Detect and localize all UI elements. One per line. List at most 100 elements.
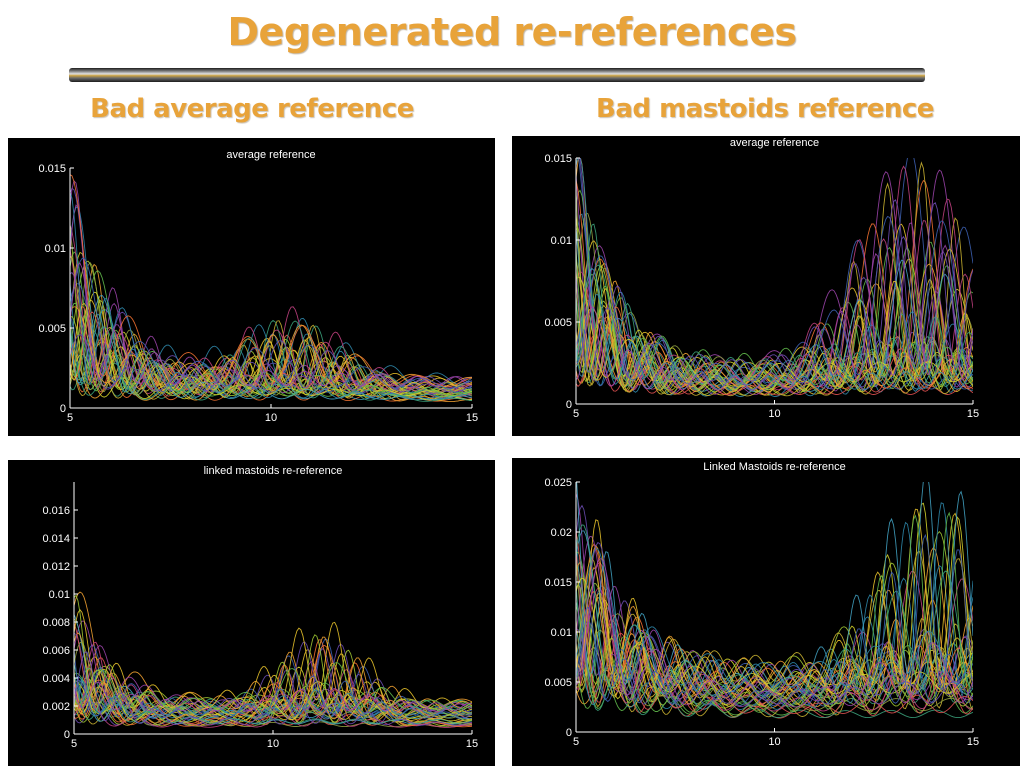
series-line bbox=[70, 315, 472, 398]
series-line bbox=[74, 675, 472, 719]
y-tick-label: 0.025 bbox=[544, 477, 572, 489]
series-line bbox=[74, 650, 472, 726]
chart-average-reference-left: average reference 0 0.005 0.01 0.015 5 10 15 bbox=[8, 138, 495, 436]
y-tick-label: 0.01 bbox=[551, 235, 572, 247]
series-line bbox=[576, 542, 973, 705]
series-line bbox=[576, 605, 973, 716]
slide-title: Degenerated re-references bbox=[227, 10, 797, 54]
series-line bbox=[576, 215, 973, 386]
series-line bbox=[576, 294, 973, 390]
series-line bbox=[576, 502, 973, 710]
series-line bbox=[70, 306, 472, 388]
series-line bbox=[70, 270, 472, 397]
x-tick-label: 15 bbox=[466, 738, 478, 750]
y-tick-label: 0.012 bbox=[42, 561, 70, 573]
series-line bbox=[576, 558, 973, 708]
title-divider-bar bbox=[69, 68, 925, 82]
x-tick-label: 10 bbox=[768, 408, 780, 420]
series-line bbox=[74, 645, 472, 728]
series-line bbox=[576, 334, 973, 395]
series-line bbox=[576, 601, 973, 719]
y-tick-label: 0.02 bbox=[551, 527, 572, 539]
series-line bbox=[70, 251, 472, 396]
series-line bbox=[70, 204, 472, 395]
y-tick-label: 0.01 bbox=[45, 243, 66, 255]
chart-svg: average reference 0 0.005 0.01 0.015 5 10 15 bbox=[38, 149, 478, 424]
y-tick-label: 0.005 bbox=[38, 323, 66, 335]
series-line bbox=[576, 226, 973, 391]
y-tick-label: 0.006 bbox=[42, 645, 70, 657]
y-tick-label: 0.016 bbox=[42, 505, 70, 517]
x-tick-label: 5 bbox=[67, 412, 73, 424]
x-tick-label: 15 bbox=[967, 408, 979, 420]
series-line bbox=[576, 199, 973, 382]
y-tick-label: 0 bbox=[64, 729, 70, 741]
right-column-heading: Bad mastoids reference bbox=[596, 94, 934, 124]
x-tick-label: 15 bbox=[466, 412, 478, 424]
chart-svg: linked mastoids re-reference 0 0.002 0.004 0… bbox=[42, 465, 478, 750]
y-tick-label: 0.005 bbox=[544, 317, 572, 329]
y-tick-label: 0.014 bbox=[42, 533, 70, 545]
y-tick-label: 0 bbox=[566, 399, 572, 411]
series-line bbox=[576, 524, 973, 698]
series-line bbox=[576, 533, 973, 706]
series-line bbox=[70, 283, 472, 391]
series-line bbox=[70, 255, 472, 392]
series-line bbox=[576, 560, 973, 718]
series-line bbox=[70, 262, 472, 387]
series-line bbox=[576, 511, 973, 713]
x-tick-label: 10 bbox=[265, 412, 277, 424]
y-tick-label: 0.005 bbox=[544, 677, 572, 689]
series-line bbox=[70, 192, 472, 400]
series-line bbox=[576, 530, 973, 685]
series-line bbox=[70, 257, 472, 389]
series-line bbox=[576, 315, 973, 396]
chart-svg: Linked Mastoids re-reference 0 0.005 0.01 0.… bbox=[544, 461, 979, 748]
y-tick-label: 0.004 bbox=[42, 673, 70, 685]
series-line bbox=[576, 590, 973, 696]
chart-linked-mastoids-right: Linked Mastoids re-reference 0 0.005 0.01 0.… bbox=[512, 458, 1020, 766]
y-tick-label: 0 bbox=[60, 403, 66, 415]
x-tick-label: 15 bbox=[967, 736, 979, 748]
chart-average-reference-right: average reference 0 0.005 0.01 0.015 5 10 15 bbox=[512, 136, 1020, 436]
y-tick-label: 0.01 bbox=[49, 589, 70, 601]
series-line bbox=[576, 276, 973, 383]
y-tick-label: 0.002 bbox=[42, 701, 70, 713]
x-tick-label: 5 bbox=[573, 408, 579, 420]
series-line bbox=[576, 248, 973, 386]
x-tick-label: 5 bbox=[71, 738, 77, 750]
series-line bbox=[74, 667, 472, 715]
y-tick-label: 0.015 bbox=[544, 577, 572, 589]
chart-title: average reference bbox=[226, 149, 315, 161]
series-line bbox=[70, 334, 472, 403]
series-line bbox=[74, 672, 472, 715]
y-tick-label: 0 bbox=[566, 727, 572, 739]
series-line bbox=[70, 206, 472, 385]
y-tick-label: 0.015 bbox=[544, 153, 572, 165]
series-line bbox=[74, 594, 472, 722]
series-line bbox=[576, 165, 973, 383]
y-tick-label: 0.01 bbox=[551, 627, 572, 639]
series-line bbox=[576, 583, 973, 708]
series-line bbox=[576, 548, 973, 687]
chart-title: average reference bbox=[730, 137, 819, 149]
chart-svg: average reference 0 0.005 0.01 0.015 5 10 15 bbox=[544, 137, 979, 420]
chart-title: linked mastoids re-reference bbox=[204, 465, 343, 477]
y-tick-label: 0.015 bbox=[38, 163, 66, 175]
x-tick-label: 5 bbox=[573, 736, 579, 748]
series-line bbox=[576, 222, 973, 391]
series-line bbox=[74, 662, 472, 711]
series-line bbox=[70, 302, 472, 393]
series-line bbox=[74, 681, 472, 712]
series-line bbox=[74, 676, 472, 725]
y-tick-label: 0.008 bbox=[42, 617, 70, 629]
chart-title: Linked Mastoids re-reference bbox=[703, 461, 845, 473]
chart-linked-mastoids-left: linked mastoids re-reference 0 0.002 0.004 0… bbox=[8, 460, 495, 766]
series-line bbox=[70, 334, 472, 393]
x-tick-label: 10 bbox=[267, 738, 279, 750]
series-line bbox=[70, 174, 472, 388]
left-column-heading: Bad average reference bbox=[90, 94, 414, 124]
series-line bbox=[576, 629, 973, 699]
series-line bbox=[576, 482, 973, 693]
x-tick-label: 10 bbox=[768, 736, 780, 748]
